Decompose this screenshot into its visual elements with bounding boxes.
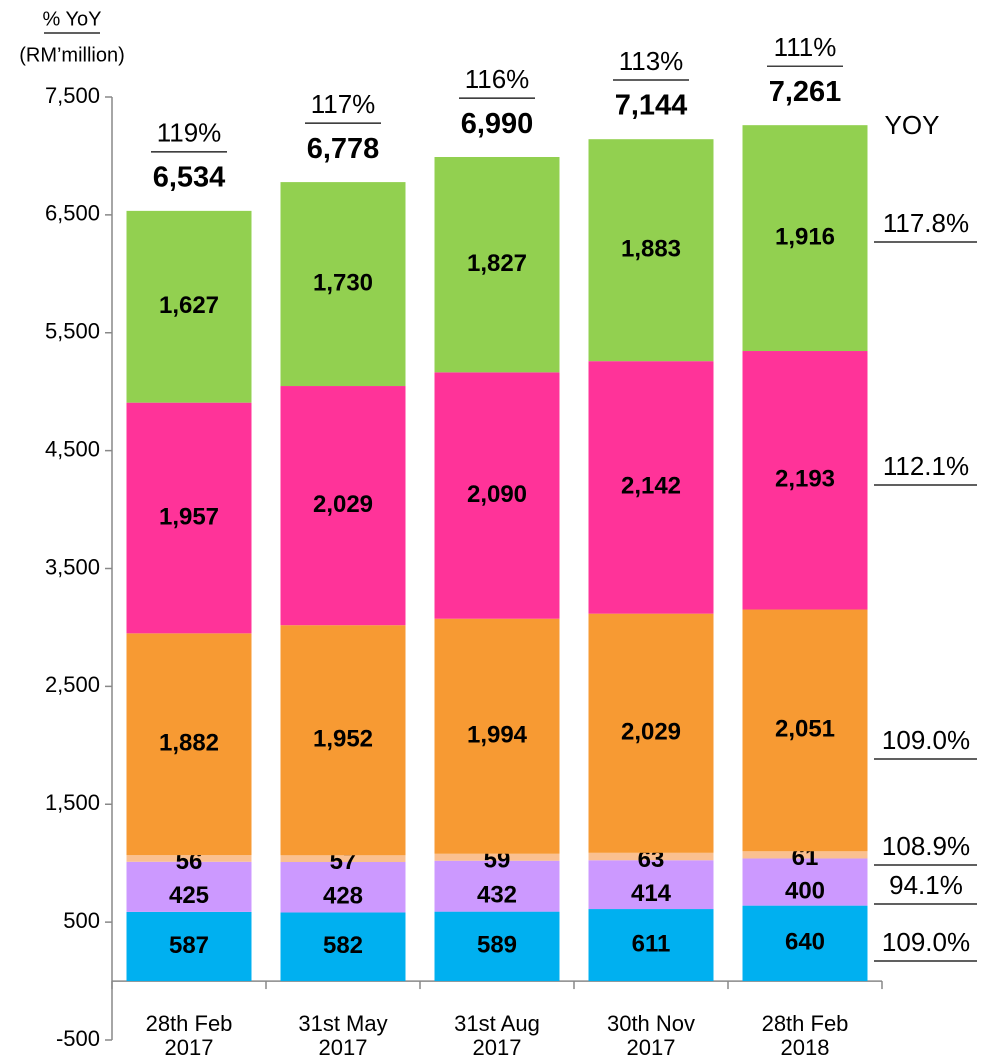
x-tick-label: 31st May: [298, 1011, 387, 1036]
bar-segment: [742, 351, 868, 610]
value-label: 1,994: [467, 722, 528, 749]
total-yoy-label: 119%: [157, 118, 222, 148]
yoy-header: YOY: [885, 110, 940, 140]
bar-segment: [126, 911, 252, 982]
bar-segment: [434, 860, 560, 912]
value-label: 1,882: [159, 730, 219, 757]
x-tick-label: 31st Aug: [454, 1011, 540, 1036]
bar-segment: [434, 372, 560, 619]
value-label: 1,957: [159, 503, 219, 530]
value-label: 2,029: [313, 491, 373, 518]
x-tick-label: 2017: [627, 1035, 676, 1058]
bar-segment: [126, 855, 252, 862]
value-label: 582: [323, 932, 363, 959]
total-yoy-label: 117%: [311, 89, 376, 119]
y-axis-title: % YoY: [43, 8, 102, 30]
y-tick-label: -500: [56, 1026, 100, 1051]
y-tick-label: 1,500: [45, 790, 100, 815]
bar-segment: [126, 861, 252, 912]
value-label: 1,916: [775, 223, 835, 250]
bar-segment: [280, 625, 406, 856]
value-label: 414: [631, 880, 672, 907]
series-yoy-label: 117.8%: [883, 208, 969, 238]
series-yoy-label: 112.1%: [883, 451, 969, 481]
bar-segment: [742, 858, 868, 906]
bar-segment: [126, 402, 252, 634]
total-yoy-label: 113%: [619, 46, 684, 76]
y-tick-label: 500: [63, 908, 100, 933]
total-yoy-label: 116%: [465, 64, 530, 94]
value-label: 1,827: [467, 250, 527, 277]
x-tick-label: 2017: [319, 1035, 368, 1058]
y-tick-label: 4,500: [45, 436, 100, 461]
series-yoy-label: 109.0%: [882, 927, 970, 957]
bar-segment: [588, 909, 714, 982]
bar-segment: [126, 633, 252, 856]
value-label: 2,029: [621, 719, 681, 746]
value-label: 428: [323, 883, 363, 910]
total-yoy-label: 111%: [774, 32, 837, 62]
bar-segment: [280, 912, 406, 982]
x-tick-label: 2017: [165, 1035, 214, 1058]
value-label: 1,730: [313, 269, 373, 296]
bar-segment: [742, 905, 868, 982]
y-axis-unit: (RM’million): [19, 44, 125, 66]
value-label: 611: [632, 930, 671, 957]
total-label: 7,261: [769, 76, 842, 108]
series-yoy-label: 109.0%: [882, 725, 970, 755]
total-label: 7,144: [615, 90, 688, 122]
total-label: 6,990: [461, 108, 534, 140]
y-tick-label: 3,500: [45, 554, 100, 579]
x-tick-label: 30th Nov: [607, 1011, 695, 1036]
bar-segment: [742, 609, 868, 852]
y-tick-label: 7,500: [45, 83, 100, 108]
bar-segment: [280, 386, 406, 626]
bar-segment: [742, 851, 868, 859]
value-label: 1,883: [621, 236, 681, 263]
x-tick-label: 2018: [781, 1035, 830, 1058]
bar-segment: [280, 862, 406, 913]
series-yoy-label: 108.9%: [882, 831, 970, 861]
x-tick-label: 28th Feb: [146, 1011, 233, 1036]
bar-segment: [588, 139, 714, 362]
value-label: 2,051: [775, 716, 835, 743]
value-label: 587: [169, 932, 209, 959]
bar-segment: [280, 855, 406, 863]
bar-segment: [588, 361, 714, 614]
total-label: 6,778: [307, 133, 380, 165]
bar-segment: [588, 613, 714, 853]
y-tick-label: 5,500: [45, 319, 100, 344]
bar-segment: [434, 853, 560, 861]
bar-segment: [126, 210, 252, 403]
bar-segment: [742, 125, 868, 352]
value-label: 400: [785, 877, 825, 904]
value-label: 2,142: [621, 473, 681, 500]
value-label: 640: [785, 929, 825, 956]
total-label: 6,534: [153, 162, 226, 194]
value-label: 589: [477, 932, 517, 959]
x-tick-label: 2017: [473, 1035, 522, 1058]
bar-segment: [588, 860, 714, 910]
x-tick-label: 28th Feb: [762, 1011, 849, 1036]
bar-segment: [434, 911, 560, 982]
y-tick-label: 6,500: [45, 201, 100, 226]
value-label: 1,627: [159, 292, 219, 319]
y-tick-label: 2,500: [45, 672, 100, 697]
bar-segment: [280, 182, 406, 387]
bar-segment: [434, 618, 560, 854]
value-label: 425: [169, 882, 209, 909]
bar-segment: [434, 156, 560, 373]
value-label: 2,090: [467, 481, 527, 508]
value-label: 2,193: [775, 466, 835, 493]
bar-segment: [588, 852, 714, 861]
series-yoy-label: 94.1%: [889, 870, 963, 900]
value-label: 1,952: [313, 726, 373, 753]
value-label: 432: [477, 882, 517, 909]
